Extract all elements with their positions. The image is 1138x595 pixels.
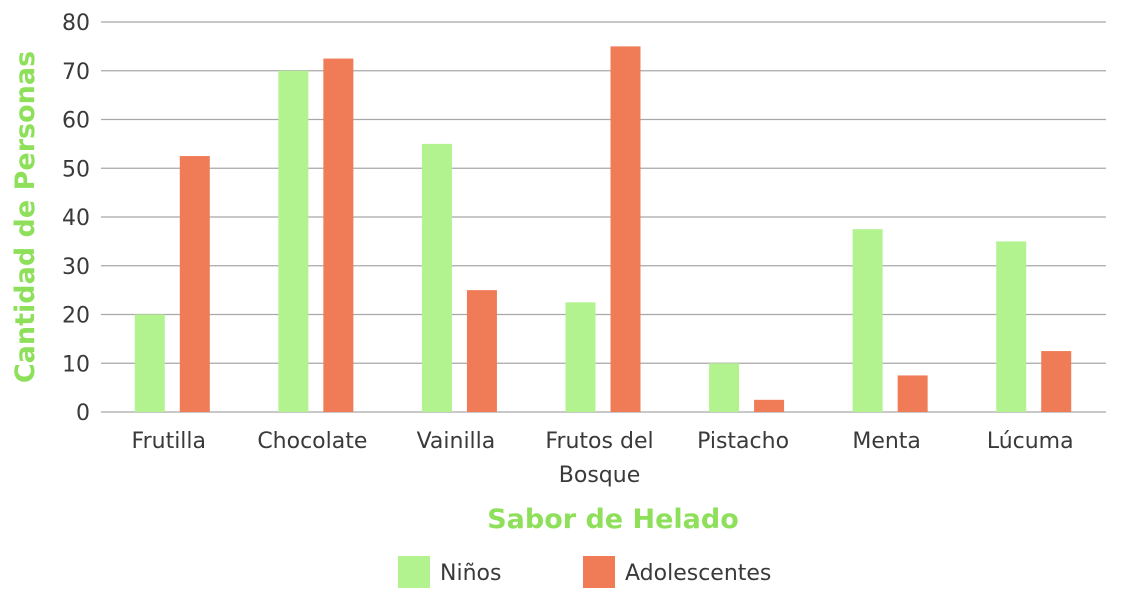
x-tick-label: Chocolate [257, 429, 367, 454]
x-tick-label: Frutilla [132, 429, 207, 454]
y-tick-label: 20 [62, 304, 90, 329]
legend-swatch [398, 556, 430, 588]
y-tick-label: 0 [76, 401, 90, 426]
bar-adolescentes [754, 399, 785, 412]
y-tick-label: 80 [62, 11, 90, 36]
x-axis-ticks: Frutilla Chocolate Vainilla Frutos del Bosqu… [132, 429, 1074, 488]
x-tick-label: Vainilla [417, 429, 496, 454]
x-axis-title: Sabor de Helado [487, 504, 739, 535]
legend: Niños Adolescentes [398, 556, 771, 588]
y-tick-label: 60 [62, 109, 90, 134]
bar-adolescentes [1041, 351, 1072, 412]
grid-lines [101, 21, 1106, 413]
bar-ninos [996, 241, 1027, 412]
x-tick-label: Menta [852, 429, 921, 454]
bar-ninos [278, 70, 309, 412]
y-tick-label: 50 [62, 157, 90, 182]
bar-ninos [565, 302, 596, 412]
x-tick-label: Frutos del Bosque [545, 429, 653, 488]
bar-ninos [709, 363, 740, 412]
bar-adolescentes [323, 58, 354, 412]
bar-ninos [421, 143, 452, 412]
bar-ninos [134, 314, 165, 412]
legend-label: Adolescentes [625, 561, 771, 586]
bar-adolescentes [610, 46, 641, 412]
bar-adolescentes [466, 290, 497, 412]
y-tick-label: 40 [62, 206, 90, 231]
y-tick-label: 10 [62, 352, 90, 377]
bar-ninos [852, 229, 883, 412]
legend-label: Niños [440, 561, 501, 586]
y-tick-label: 30 [62, 255, 90, 280]
x-tick-label: Lúcuma [987, 429, 1074, 454]
bar-adolescentes [897, 375, 928, 412]
y-axis-ticks: 0 10 20 30 40 50 60 70 80 [62, 11, 90, 426]
x-tick-label: Pistacho [697, 429, 789, 454]
bars [134, 46, 1072, 412]
legend-swatch [583, 556, 615, 588]
y-axis-title: Cantidad de Personas [10, 51, 41, 383]
y-tick-label: 70 [62, 60, 90, 85]
bar-adolescentes [179, 156, 210, 412]
